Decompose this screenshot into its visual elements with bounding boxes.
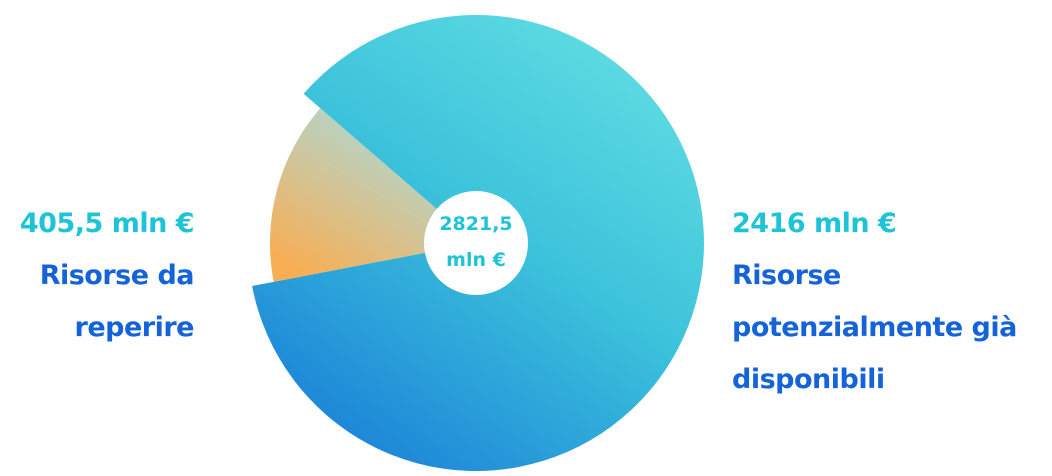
pie-total-label: 2821,5 mln € [413, 206, 539, 278]
slice-available-desc-line: potenzialmente già [732, 312, 1017, 343]
slice-to-find-value: 405,5 mln € [19, 208, 195, 239]
slice-label-available: 2416 mln € Risorse potenzialmente già di… [732, 198, 1017, 406]
pie-center-disc [424, 191, 528, 295]
slice-to-find-desc-line: reperire [74, 312, 195, 343]
slice-available-desc-line: Risorse [732, 260, 841, 291]
pie-total-value: 2821,5 [439, 213, 513, 235]
slice-available-desc-line: disponibili [732, 364, 885, 395]
pie-total-unit: mln € [446, 249, 506, 271]
slice-to-find-desc-line: Risorse da [39, 260, 195, 291]
slice-label-to-find: 405,5 mln € Risorse da reperire [19, 198, 195, 354]
slice-available-value: 2416 mln € [732, 208, 897, 239]
